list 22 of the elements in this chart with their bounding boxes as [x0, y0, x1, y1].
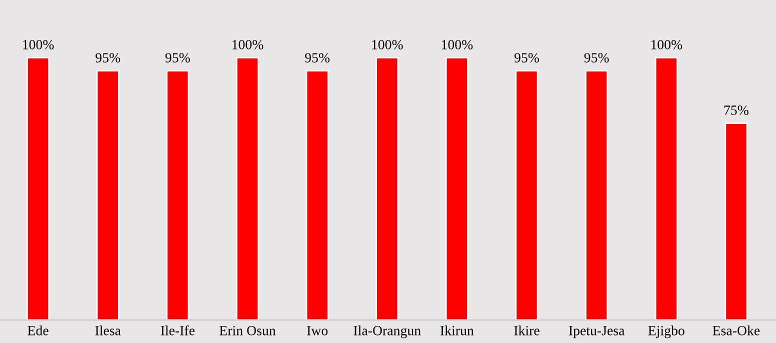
data-label: 100%: [372, 40, 403, 50]
x-tick-label: Ikirun: [440, 326, 474, 336]
data-label: 95%: [96, 53, 120, 62]
x-tick-label: Ile-Ife: [160, 325, 195, 336]
x-tick-label: Ila-Orangun: [354, 326, 421, 338]
data-label: 75%: [724, 106, 748, 115]
x-tick-label: Ejigbo: [648, 326, 684, 338]
data-label: 100%: [651, 40, 682, 50]
x-tick-label: Erin Osun: [220, 326, 276, 336]
x-tick-label: Ede: [28, 326, 48, 336]
data-label: 95%: [584, 53, 609, 62]
x-tick-label: Ipetu-Jesa: [568, 326, 625, 338]
data-label: 95%: [514, 53, 540, 62]
data-label: 95%: [305, 53, 330, 62]
x-tick-label: Ikire: [514, 326, 540, 336]
data-label: 100%: [23, 40, 54, 50]
data-label: 100%: [442, 40, 473, 50]
data-label: 95%: [165, 53, 190, 62]
x-tick-label: Ilesa: [95, 326, 121, 336]
data-label: 100%: [232, 40, 264, 50]
x-tick-label: Esa-Oke: [712, 326, 760, 336]
x-tick-label: Iwo: [307, 326, 328, 336]
